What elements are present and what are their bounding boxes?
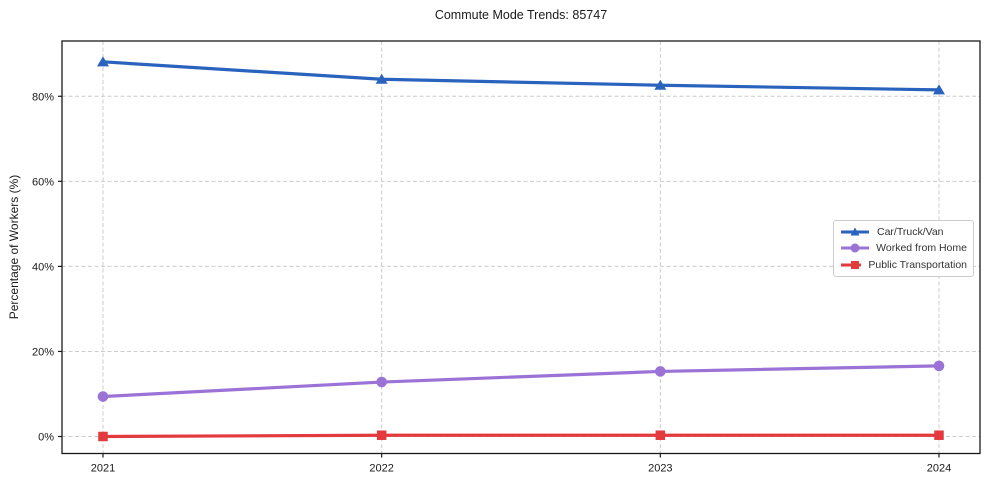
square-marker — [98, 431, 108, 442]
legend-label: Worked from Home — [876, 242, 967, 255]
square-legend-sample — [841, 260, 862, 269]
chart-title: Commute Mode Trends: 85747 — [434, 8, 608, 22]
legend-label: Car/Truck/Van — [877, 226, 944, 239]
triangle-legend-sample — [841, 227, 869, 236]
circle-marker — [933, 360, 945, 372]
circle-marker — [97, 391, 109, 402]
triangle-marker — [375, 73, 388, 84]
square-marker — [376, 430, 387, 440]
triangle-marker — [97, 56, 109, 67]
x-tick-label: 2024 — [927, 463, 951, 475]
y-tick-label: 40% — [32, 261, 54, 273]
triangle-marker — [933, 84, 945, 95]
x-tick-label: 2021 — [91, 463, 115, 475]
triangle-marker — [654, 79, 667, 90]
plot-border — [61, 40, 981, 455]
circle-marker — [376, 376, 387, 388]
square-marker — [655, 430, 666, 440]
y-tick-label: 80% — [32, 91, 54, 103]
circle-marker — [655, 366, 666, 377]
y-tick-label: 20% — [32, 346, 54, 358]
legend: Car/Truck/Van Worked from Home Public Tran… — [833, 220, 974, 277]
legend-label: Public Transportation — [868, 258, 967, 271]
legend-item: Public Transportation — [840, 257, 967, 273]
y-tick-label: 60% — [32, 176, 54, 188]
y-tick-label: 0% — [38, 431, 54, 443]
square-marker — [934, 430, 944, 440]
legend-item: Worked from Home — [840, 240, 967, 256]
legend-item: Car/Truck/Van — [840, 224, 967, 240]
series-line — [101, 433, 941, 439]
x-tick-label: 2023 — [648, 463, 672, 475]
x-tick-label: 2022 — [369, 463, 393, 475]
series-line — [101, 364, 941, 399]
circle-legend-sample — [841, 243, 869, 253]
series-line — [101, 60, 941, 92]
